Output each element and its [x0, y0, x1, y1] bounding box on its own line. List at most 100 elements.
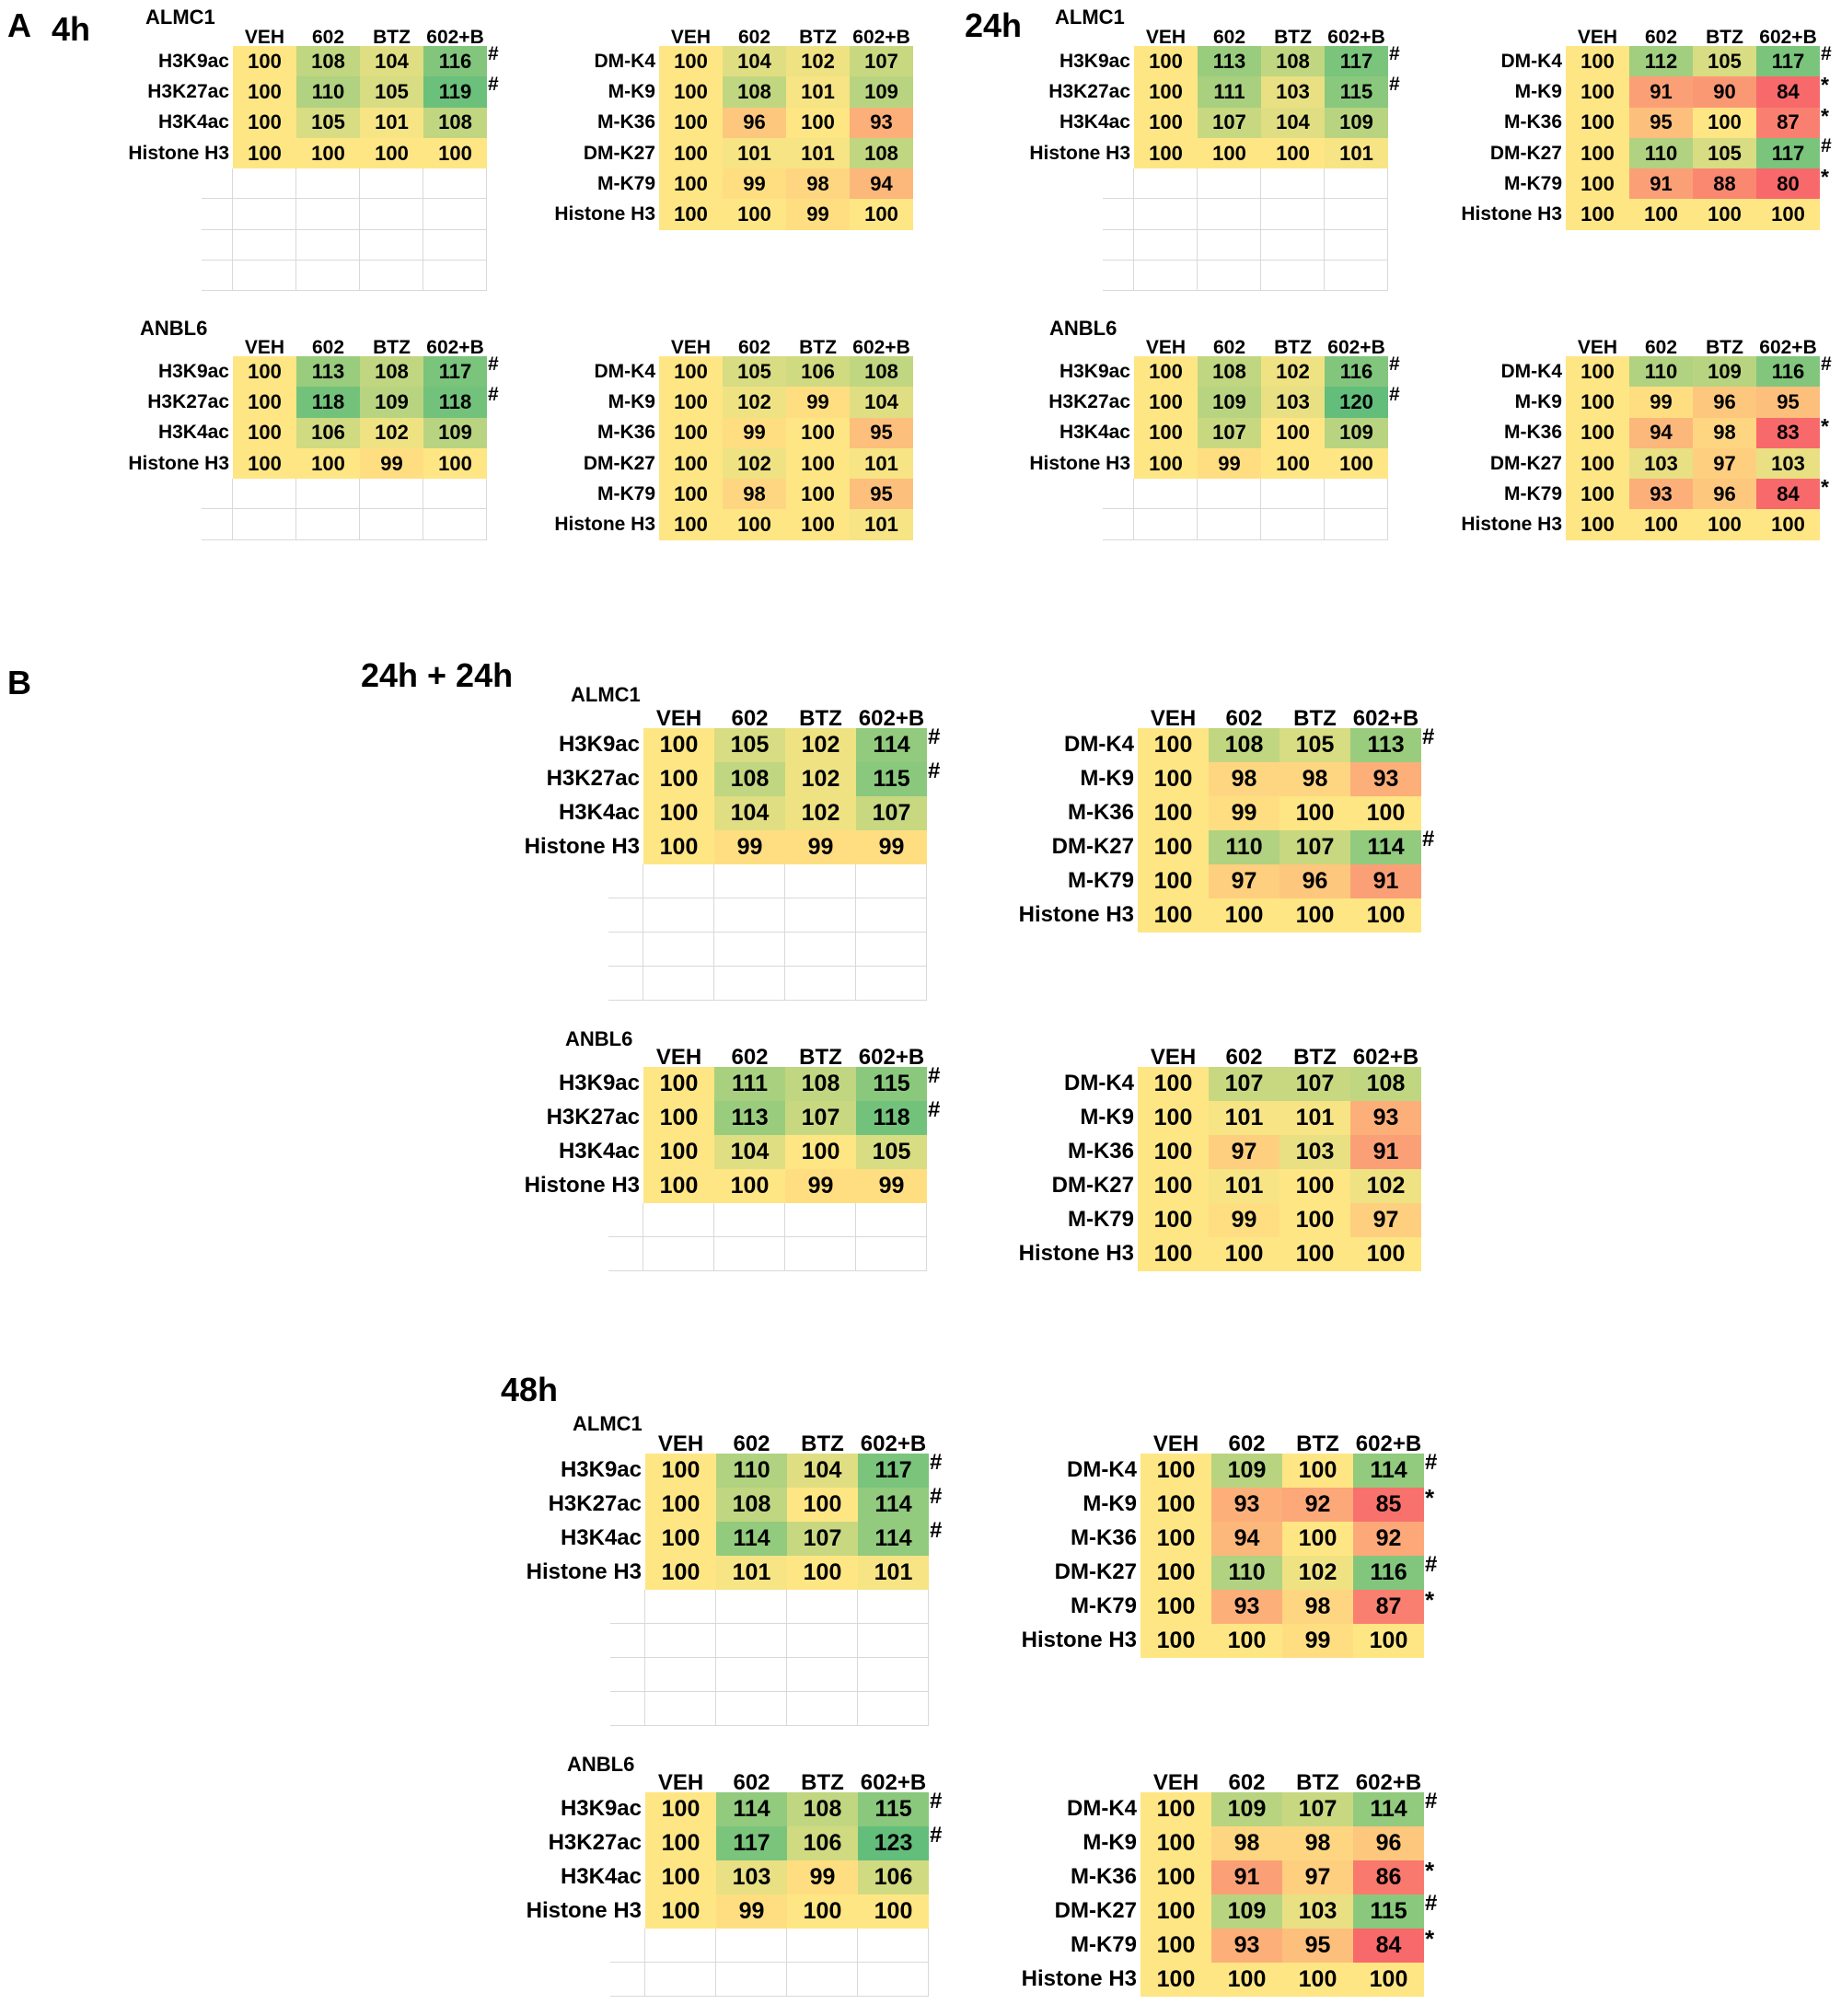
heatmap-cell: 104: [723, 45, 786, 77]
cell-line-label-almc1-4h: ALMC1: [145, 6, 215, 29]
heatmap-cell: 114: [858, 1521, 929, 1556]
empty-grid-cell: [1198, 479, 1261, 510]
column-header: 602+B: [1355, 1431, 1422, 1456]
column-header: BTZ: [1293, 1044, 1337, 1070]
heatmap-cell: 100: [1140, 1487, 1211, 1522]
column-header: VEH: [1152, 1769, 1199, 1795]
empty-grid-cell: [1102, 509, 1134, 540]
empty-grid-cell: [233, 229, 296, 261]
empty-grid-cell: [1134, 261, 1198, 292]
column-header: 602: [737, 337, 771, 359]
column-header: VEH: [1577, 27, 1618, 49]
heatmap-cell: 100: [1140, 1791, 1211, 1826]
heatmap-cell: 106: [858, 1860, 929, 1894]
heatmap-cell: 100: [1629, 509, 1693, 540]
empty-grid-cell: [787, 1589, 858, 1624]
row-label: H3K4ac: [157, 422, 229, 444]
heatmap-cell: 111: [714, 1066, 785, 1101]
row-label: Histone H3: [1029, 142, 1130, 164]
heatmap-cell: 83: [1756, 417, 1820, 448]
empty-grid-cell: [201, 479, 233, 510]
heatmap-cell: 100: [1566, 76, 1629, 108]
column-header: BTZ: [801, 1769, 844, 1795]
column-header: 602+B: [860, 1769, 927, 1795]
significance-mark-hash: #: [928, 1096, 941, 1122]
column-header: VEH: [244, 337, 285, 359]
heatmap-cell: 99: [785, 1168, 856, 1203]
heatmap-cell: 100: [1566, 45, 1629, 77]
column-header: VEH: [1577, 337, 1618, 359]
heatmap-cell: 108: [1350, 1066, 1421, 1101]
significance-mark-hash: #: [928, 1062, 941, 1088]
heatmap-cell: 100: [1134, 417, 1198, 448]
empty-grid-cell: [360, 199, 423, 230]
column-header: BTZ: [1706, 27, 1743, 49]
heatmap-cell: 100: [1282, 1962, 1353, 1997]
column-header: 602+B: [1352, 705, 1419, 731]
row-label: M-K79: [1067, 868, 1134, 894]
heatmap-cell: 100: [1140, 1894, 1211, 1929]
heatmap-cell: 100: [1140, 1962, 1211, 1997]
row-label: H3K4ac: [1059, 422, 1130, 444]
heatmap-cell: 100: [233, 137, 296, 169]
heatmap-cell: 100: [1566, 199, 1629, 230]
heatmap-cell: 100: [360, 137, 423, 169]
heatmap-cell: 91: [1350, 1134, 1421, 1169]
row-label: M-K36: [1503, 111, 1562, 133]
heatmap-cell: 100: [1350, 795, 1421, 830]
empty-grid-cell: [716, 1928, 787, 1963]
heatmap-cell: 110: [296, 76, 360, 108]
heatmap-cell: 100: [723, 509, 786, 540]
empty-grid-cell: [201, 261, 233, 292]
row-label: DM-K27: [1051, 1173, 1134, 1199]
empty-grid-cell: [714, 1236, 785, 1271]
heatmap-cell: 114: [716, 1791, 787, 1826]
empty-grid-cell: [856, 932, 927, 967]
column-header: 602: [311, 337, 345, 359]
heatmap-cell: 100: [645, 1860, 716, 1894]
heatmap-cell: 100: [659, 387, 723, 418]
significance-mark-asterisk: *: [1821, 475, 1829, 500]
heatmap-cell: 100: [1134, 76, 1198, 108]
heatmap-cell: 93: [850, 107, 913, 138]
empty-grid-cell: [714, 1202, 785, 1237]
empty-grid-cell: [608, 932, 643, 967]
column-header: VEH: [670, 27, 712, 49]
column-header: 602: [737, 27, 771, 49]
heatmap-cell: 100: [787, 1555, 858, 1590]
heatmap-cell: 105: [1693, 137, 1756, 169]
heatmap-cell: 100: [1566, 137, 1629, 169]
significance-mark-hash: #: [930, 1517, 943, 1543]
empty-grid-cell: [643, 966, 714, 1001]
heatmap-cell: 100: [659, 417, 723, 448]
heatmap-cell: 107: [1279, 1066, 1350, 1101]
significance-mark-hash: #: [1821, 42, 1832, 64]
empty-grid-cell: [787, 1691, 858, 1726]
empty-grid-cell: [1261, 168, 1325, 200]
row-label: H3K27ac: [147, 390, 229, 412]
heatmap-cell: 116: [1353, 1555, 1424, 1590]
empty-grid-cell: [1261, 261, 1325, 292]
heatmap-cell: 100: [1134, 45, 1198, 77]
empty-grid-cell: [296, 479, 360, 510]
heatmap-cell: 100: [1134, 447, 1198, 480]
heatmap-cell: 117: [423, 355, 487, 388]
heatmap-cell: 105: [714, 727, 785, 762]
heatmap-cell: 100: [1138, 761, 1209, 796]
row-label: M-K9: [1514, 80, 1562, 102]
column-header: 602: [1212, 27, 1246, 49]
heatmap-cell: 99: [714, 829, 785, 864]
heatmap-cell: 99: [360, 447, 423, 480]
column-header: 602: [1225, 705, 1263, 731]
heatmap-cell: 100: [1756, 509, 1820, 540]
heatmap-cell: 100: [1325, 447, 1388, 480]
empty-grid-cell: [716, 1962, 787, 1997]
heatmap-cell: 117: [1756, 45, 1820, 77]
heatmap-cell: 109: [1211, 1894, 1282, 1929]
cell-line-label-almc1-48h: ALMC1: [573, 1412, 643, 1435]
heatmap-cell: 115: [1325, 76, 1388, 108]
empty-grid-cell: [1134, 168, 1198, 200]
empty-grid-cell: [1325, 229, 1388, 261]
heatmap-cell: 103: [716, 1860, 787, 1894]
column-header: VEH: [1152, 1431, 1199, 1456]
